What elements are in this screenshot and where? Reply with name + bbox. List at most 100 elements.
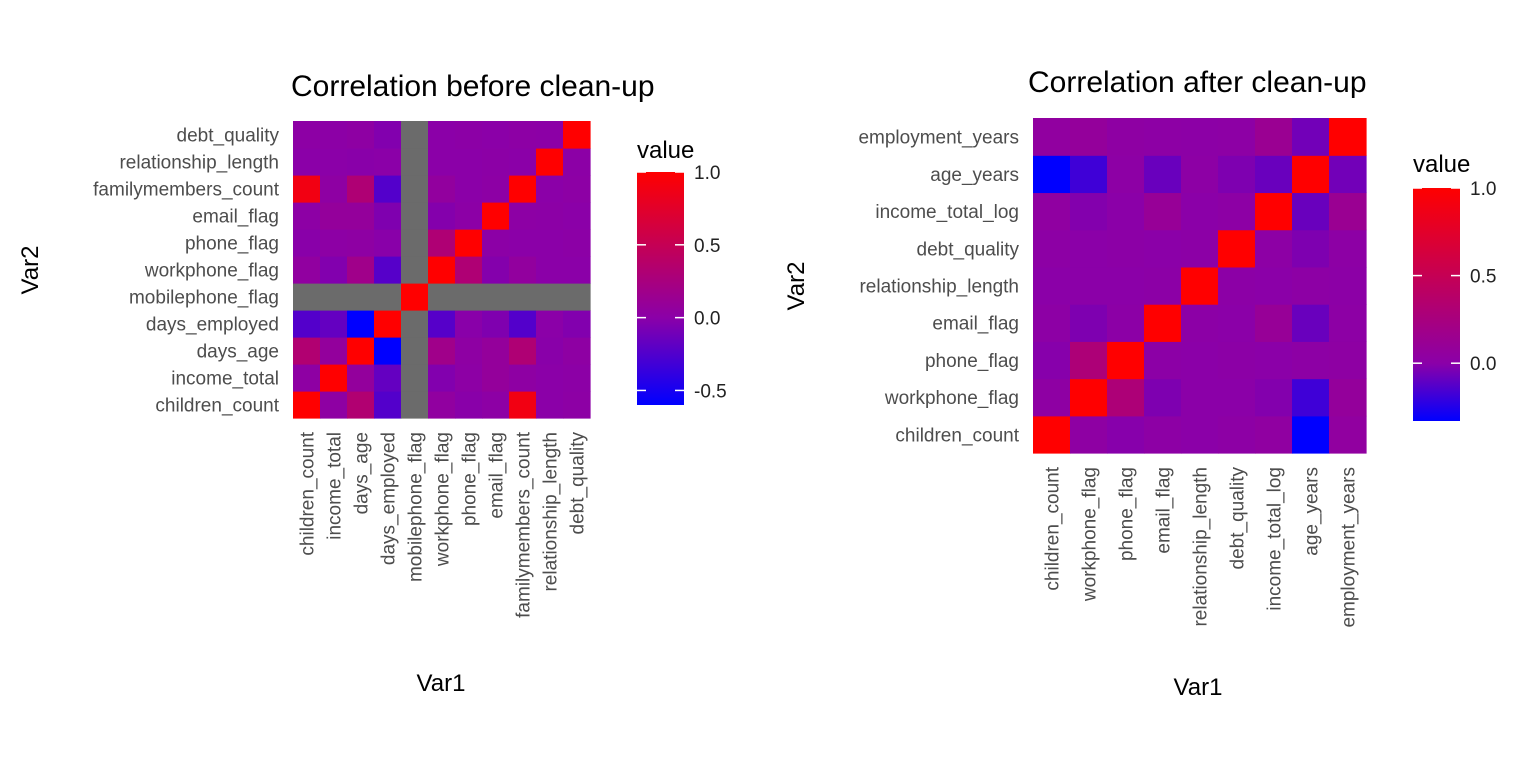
legend-colorbar [637, 172, 684, 405]
heatmap-cell [1292, 378, 1330, 417]
heatmap-cell [1218, 229, 1256, 268]
heatmap-cell [320, 175, 348, 203]
heatmap-cell [374, 391, 402, 419]
x-tick-label: income_total_log [1265, 467, 1286, 611]
x-axis-title: Var1 [1174, 674, 1223, 701]
heatmap-cell [1181, 304, 1219, 342]
heatmap-cell [1181, 118, 1219, 156]
heatmap-cell [563, 364, 591, 392]
y-tick-label: children_count [895, 425, 1019, 446]
legend-tick-label: -0.5 [694, 381, 727, 402]
heatmap-cell [509, 283, 537, 311]
heatmap-cell [401, 229, 429, 257]
y-tick-label: days_age [197, 342, 279, 363]
x-tick-label: debt_quality [1228, 467, 1249, 570]
heatmap-cell [1070, 192, 1108, 231]
heatmap-cell [428, 337, 456, 365]
heatmap-cell [320, 310, 348, 338]
chart-title: Correlation before clean-up [291, 70, 655, 103]
legend-tick-label: 0.0 [1470, 354, 1496, 375]
heatmap-cell [1181, 192, 1219, 231]
heatmap-cell [1181, 415, 1219, 454]
x-tick-label: children_count [298, 431, 319, 555]
heatmap-cell [1292, 118, 1330, 156]
heatmap-cell [1292, 304, 1330, 342]
heatmap-cell [1033, 341, 1071, 380]
x-tick-label: debt_quality [568, 432, 589, 535]
heatmap-cell [536, 121, 564, 149]
x-tick-label: relationship_length [541, 432, 562, 592]
heatmap-cell [1033, 155, 1071, 194]
heatmap-cell [428, 121, 456, 149]
heatmap-cell [536, 202, 564, 230]
heatmap-cell [1107, 415, 1145, 454]
x-tick-label: employment_years [1339, 467, 1360, 628]
heatmap-cell [536, 175, 564, 203]
heatmap-cell [482, 391, 510, 419]
color-legend: value 1.0 0.5 0.0 [1413, 151, 1496, 421]
heatmap-cell [374, 121, 402, 149]
heatmap-cell [482, 256, 510, 284]
x-tick-label: mobilephone_flag [406, 432, 427, 582]
heatmap-cell [1181, 341, 1219, 380]
heatmap-cell [1070, 155, 1108, 194]
heatmap-cell [509, 148, 537, 176]
heatmap-cell [401, 283, 429, 311]
x-tick-label: relationship_length [1191, 467, 1212, 627]
heatmap-cell [536, 310, 564, 338]
heatmap-cell [347, 175, 375, 203]
heatmap-cell [401, 121, 429, 149]
heatmap-cell [1033, 266, 1071, 305]
heatmap-cell [320, 391, 348, 419]
heatmap-cell [1070, 118, 1108, 156]
heatmap-cell [1181, 229, 1219, 268]
heatmap-cell [293, 256, 321, 284]
heatmap-cell [1255, 229, 1293, 268]
legend-title: value [637, 137, 694, 164]
heatmap-cell [1144, 341, 1182, 380]
heatmap-cell [428, 148, 456, 176]
heatmap-cell [1070, 341, 1108, 380]
heatmap-cell [482, 337, 510, 365]
heatmap-cell [347, 229, 375, 257]
heatmap-cell [563, 256, 591, 284]
y-tick-label: relationship_length [859, 277, 1019, 298]
heatmap-cell [1255, 378, 1293, 417]
heatmap-cell [1107, 266, 1145, 305]
heatmap-cell [374, 310, 402, 338]
heatmap-cell [509, 256, 537, 284]
heatmap-cell [455, 175, 483, 203]
heatmap-cell [320, 148, 348, 176]
legend-title: value [1413, 151, 1470, 178]
heatmap-cell [293, 175, 321, 203]
heatmap-cell [1070, 378, 1108, 417]
heatmap-cell [320, 283, 348, 311]
heatmap-cell [320, 229, 348, 257]
heatmap-cell [1255, 155, 1293, 194]
heatmap-cell [1292, 266, 1330, 305]
heatmap-cell [428, 283, 456, 311]
heatmap-cell [1255, 118, 1293, 156]
y-tick-label: workphone_flag [144, 261, 279, 282]
heatmap-cell [374, 337, 402, 365]
heatmap-cell [1033, 118, 1071, 156]
heatmap-cell [563, 337, 591, 365]
heatmap-cell [428, 175, 456, 203]
heatmap-cell [293, 229, 321, 257]
heatmap-cell [1218, 415, 1256, 454]
heatmap-cell [1033, 415, 1071, 454]
heatmap-cell [1255, 341, 1293, 380]
heatmap-cell [1070, 266, 1108, 305]
heatmap-cell [536, 256, 564, 284]
heatmap-cell [1292, 415, 1330, 454]
heatmap-cell [1144, 304, 1182, 342]
heatmap-cell [1218, 118, 1256, 156]
heatmap-cell [1255, 415, 1293, 454]
heatmap-cell [482, 229, 510, 257]
heatmap-cell [1144, 155, 1182, 194]
x-tick-label: workphone_flag [1080, 467, 1101, 602]
heatmap-cells [1033, 118, 1367, 454]
heatmap-cell [1107, 304, 1145, 342]
heatmap-cell [536, 364, 564, 392]
